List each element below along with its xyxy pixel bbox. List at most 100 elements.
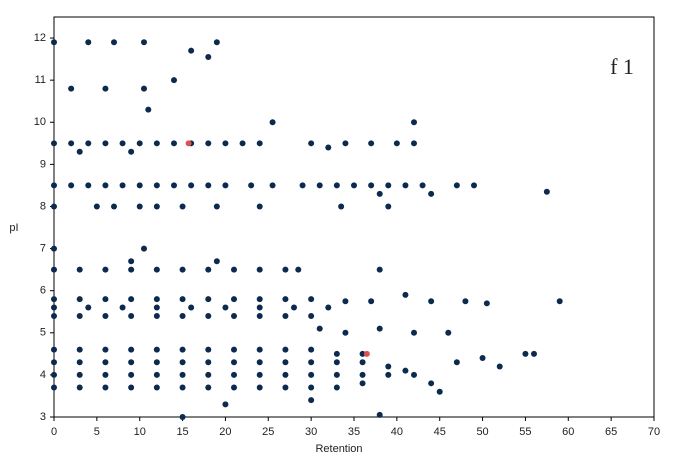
point [205,266,212,273]
point [205,371,212,378]
point [543,188,550,195]
point [171,182,177,189]
point [119,140,126,147]
point [153,371,160,378]
point [111,39,117,46]
x-tick-label: 10 [134,426,146,438]
point [376,190,383,197]
y-tick-label: 5 [40,327,46,339]
point [51,140,57,147]
x-tick-label: 25 [262,426,274,438]
point [153,312,160,319]
point [333,182,340,189]
x-tick-label: 65 [605,426,617,438]
point [93,203,100,210]
point [179,346,186,353]
point [282,359,289,366]
point [205,384,212,391]
point [76,312,83,319]
point [136,182,143,189]
point [128,359,135,366]
point [402,291,409,298]
point [411,119,417,126]
point [102,266,109,273]
point [141,39,147,46]
point [333,350,340,357]
point [376,325,383,332]
y-tick-label: 7 [40,242,46,254]
point [205,312,212,319]
point [256,304,263,311]
point [76,359,83,366]
point [359,350,366,357]
point [342,329,349,336]
point [256,203,263,210]
point [153,140,160,147]
point [102,384,109,391]
point [179,384,186,391]
point [51,266,57,273]
point [308,296,315,303]
point [531,350,537,357]
point [205,346,212,353]
point [68,85,75,92]
y-tick-label: 12 [34,32,46,44]
point [411,140,417,147]
point [222,304,229,311]
point [385,182,392,189]
point [368,298,375,305]
point [153,304,160,311]
y-tick-label: 11 [35,74,46,86]
point [85,304,92,311]
point [171,140,177,147]
point [453,359,460,366]
point [256,140,263,147]
point [188,304,195,311]
point [102,371,109,378]
point [359,359,366,366]
y-tick-label: 3 [40,411,46,423]
point [141,245,147,252]
point [333,371,340,378]
point [256,346,263,353]
point [102,85,109,92]
point [496,363,503,370]
point [76,296,83,303]
point [51,384,57,391]
point [402,182,409,189]
point [51,245,57,252]
point [51,304,57,311]
point [231,371,237,378]
point [282,384,289,391]
point [128,371,135,378]
point [282,346,289,353]
point [291,304,297,311]
point [231,384,237,391]
point [359,371,366,378]
point [179,266,186,273]
x-tick-label: 60 [562,426,574,438]
point [102,140,109,147]
point [342,298,349,305]
point [248,182,255,189]
point [76,384,83,391]
point [205,140,212,147]
x-tick-label: 0 [51,426,57,438]
point [256,359,263,366]
point [222,140,229,147]
point [188,182,195,189]
point [76,266,83,273]
point [111,203,117,210]
point [256,266,263,273]
point [136,203,143,210]
point [308,312,315,319]
point [316,182,323,189]
point [333,359,340,366]
point [256,384,263,391]
y-tick-label: 10 [34,116,46,128]
point [128,346,135,353]
point [179,359,186,366]
point [153,384,160,391]
point [411,329,417,336]
